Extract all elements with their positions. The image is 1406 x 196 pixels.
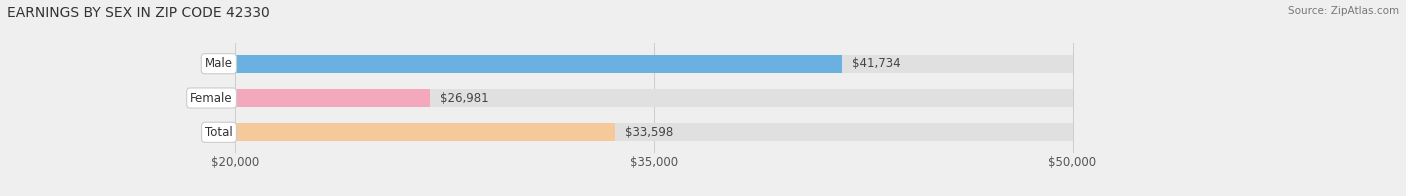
Text: Total: Total bbox=[205, 126, 233, 139]
Text: Male: Male bbox=[205, 57, 233, 70]
Bar bbox=[235, 55, 842, 73]
Bar bbox=[235, 123, 614, 141]
Text: $41,734: $41,734 bbox=[852, 57, 900, 70]
Text: EARNINGS BY SEX IN ZIP CODE 42330: EARNINGS BY SEX IN ZIP CODE 42330 bbox=[7, 6, 270, 20]
Bar bbox=[235, 123, 1073, 141]
Text: Female: Female bbox=[190, 92, 233, 104]
Bar bbox=[235, 89, 430, 107]
Bar bbox=[235, 55, 1073, 73]
Text: Source: ZipAtlas.com: Source: ZipAtlas.com bbox=[1288, 6, 1399, 16]
Text: $33,598: $33,598 bbox=[624, 126, 673, 139]
Text: $26,981: $26,981 bbox=[440, 92, 489, 104]
Bar bbox=[235, 89, 1073, 107]
